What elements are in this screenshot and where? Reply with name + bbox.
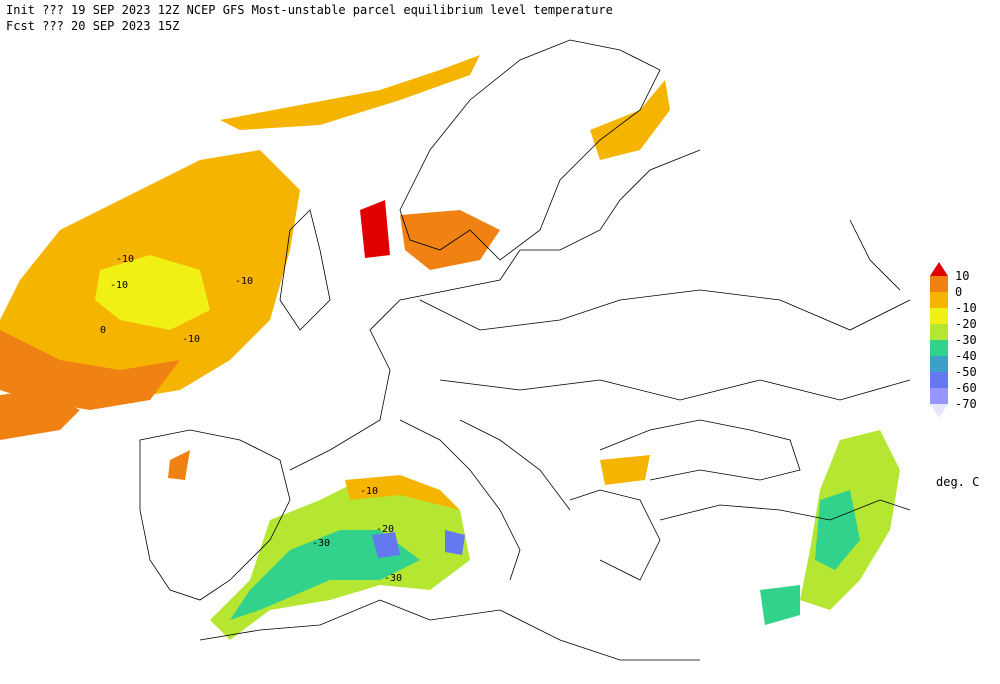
field-patch (445, 530, 465, 555)
colorbar-label: -30 (955, 333, 977, 347)
contour-label: -30 (384, 573, 402, 584)
colorbar-box (930, 324, 948, 340)
colorbar-box (930, 308, 948, 324)
field-patch (400, 210, 500, 270)
coastlines (139, 39, 911, 661)
border (439, 379, 911, 401)
colorbar-box (930, 340, 948, 356)
colorbar-label: -10 (955, 301, 977, 315)
colorbar-box (930, 276, 948, 292)
contour-label: 0 (100, 325, 106, 336)
coastline (289, 149, 701, 471)
legend-unit: deg. C (936, 475, 979, 489)
contour-label: -10 (182, 334, 200, 345)
coastline (659, 499, 911, 521)
field (0, 55, 900, 640)
coastline (569, 489, 661, 581)
contour-label: -10 (235, 276, 253, 287)
colorbar-extend (930, 404, 948, 418)
colorbar-label: -20 (955, 317, 977, 331)
colorbar-label: 0 (955, 285, 962, 299)
colorbar: 10 0 -10 -20 -30 -40 -50 -60 -70 (930, 262, 977, 418)
field-patch (230, 530, 420, 620)
contour-label: -20 (376, 524, 394, 535)
coastline (279, 209, 331, 331)
field-patch (360, 200, 390, 258)
field-patch (600, 455, 650, 485)
coastline (139, 429, 291, 601)
colorbar-label: -50 (955, 365, 977, 379)
colorbar-label: -70 (955, 397, 977, 411)
field-patch (590, 80, 670, 160)
contour-label: -10 (116, 254, 134, 265)
coastline (399, 39, 661, 261)
contour-label: -10 (360, 486, 378, 497)
colorbar-extend (930, 262, 948, 276)
field-patch (95, 255, 210, 330)
field-patch (760, 585, 800, 625)
contour-label: -30 (312, 538, 330, 549)
contour-label: -10 (110, 280, 128, 291)
border (419, 289, 911, 331)
field-patch (0, 390, 80, 440)
colorbar-box (930, 292, 948, 308)
coastline (849, 219, 901, 291)
colorbar-box (930, 388, 948, 404)
colorbar-label: -40 (955, 349, 977, 363)
colorbar-label: -60 (955, 381, 977, 395)
coastline (399, 419, 571, 581)
colorbar-label: 10 (955, 269, 969, 283)
colorbar-box (930, 372, 948, 388)
field-patch (372, 532, 400, 558)
header-line: Init ??? 19 SEP 2023 12Z NCEP GFS Most-u… (6, 3, 613, 17)
field-patch (345, 475, 470, 520)
colorbar-box (930, 356, 948, 372)
field-patch (0, 330, 180, 410)
field-patch (815, 490, 860, 570)
coastline (199, 599, 700, 661)
field-patch (220, 55, 480, 130)
contour-labels: -10 -10 -10 -10 0 -10 -20 -30 -30 (100, 254, 402, 584)
coastline (599, 419, 801, 481)
header-line: Fcst ??? 20 SEP 2023 15Z (6, 19, 179, 33)
field-patch (168, 450, 190, 480)
